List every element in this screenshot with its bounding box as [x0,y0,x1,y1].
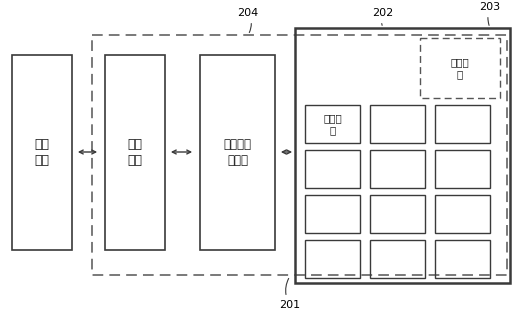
Bar [370,105,425,143]
Bar [305,150,360,188]
Bar [200,55,275,250]
Bar [105,55,165,250]
Bar [295,28,510,283]
Text: 202: 202 [372,8,394,25]
Bar [370,150,425,188]
Bar [435,195,490,233]
Bar [435,105,490,143]
Text: 203: 203 [479,2,501,25]
Bar [305,195,360,233]
Text: 闪存颗
粒: 闪存颗 粒 [323,113,342,135]
Text: 元余颗
粒: 元余颗 粒 [450,57,469,79]
Text: 接口
模块: 接口 模块 [127,138,143,166]
Bar [435,150,490,188]
Text: 主机
系统: 主机 系统 [34,138,50,166]
Text: 201: 201 [279,278,300,310]
Text: 固态存储
处理器: 固态存储 处理器 [223,138,251,166]
Text: 204: 204 [238,8,259,32]
Bar [305,240,360,278]
Bar [92,35,507,275]
Bar [305,105,360,143]
Bar [435,240,490,278]
Bar [370,240,425,278]
Bar [370,195,425,233]
Bar [12,55,72,250]
Bar [420,38,500,98]
